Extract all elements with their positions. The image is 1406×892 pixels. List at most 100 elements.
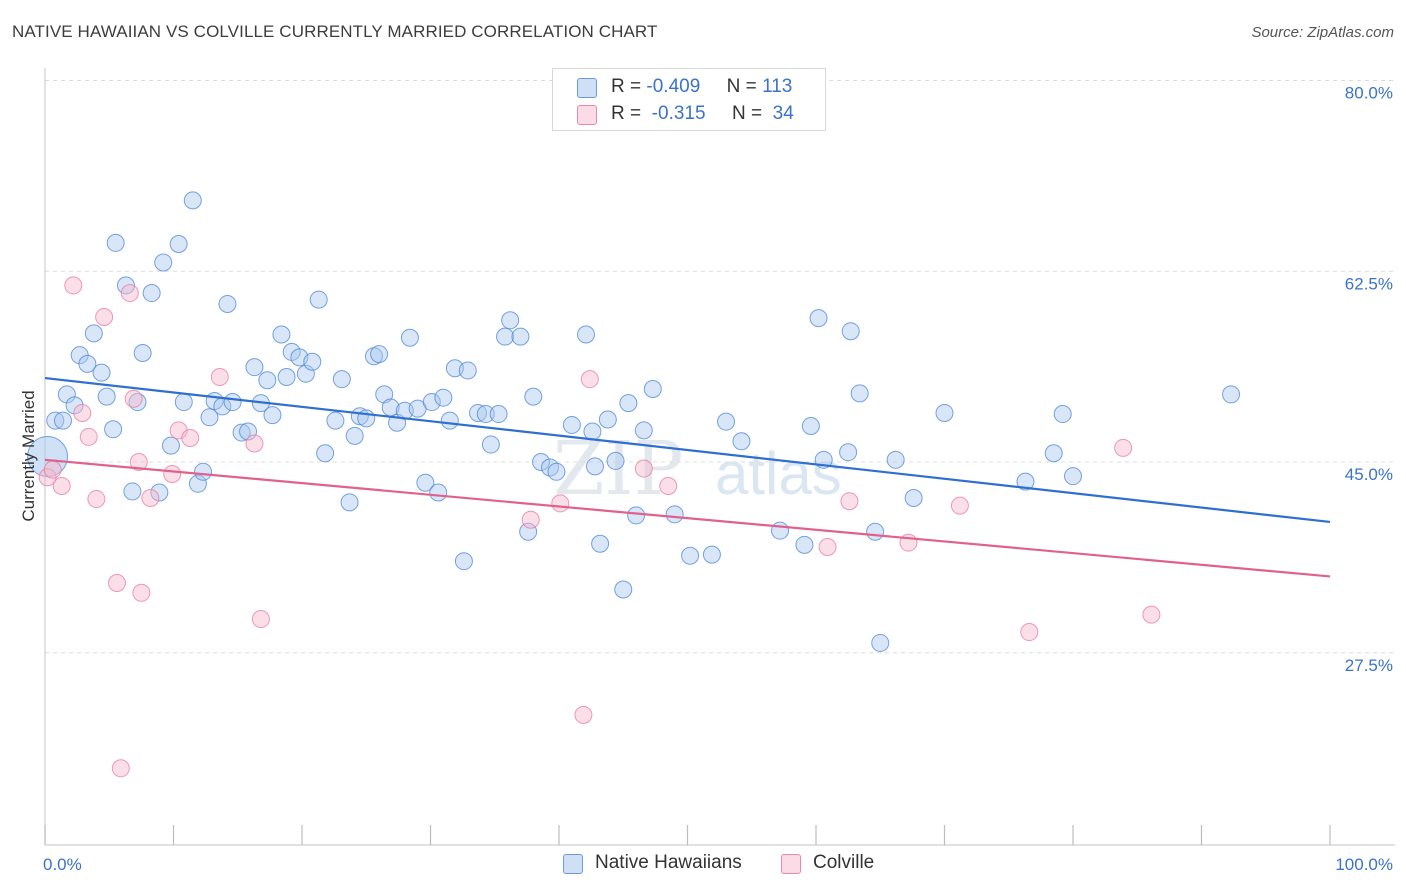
legend-r-label: R = (611, 103, 642, 124)
bottom-legend-swatch-colville (781, 854, 801, 874)
point-colville (132, 583, 151, 602)
point-native-hawaiians (65, 396, 84, 415)
point-native-hawaiians (614, 580, 633, 599)
legend-r-value: -0.315 (651, 103, 706, 124)
point-colville (659, 476, 678, 495)
point-native-hawaiians (326, 411, 345, 430)
point-native-hawaiians (92, 363, 111, 382)
point-native-hawaiians (519, 522, 538, 541)
point-colville (73, 403, 92, 422)
y-tick-label: 62.5% (1345, 274, 1393, 293)
point-native-hawaiians (154, 253, 173, 272)
point-colville (52, 476, 71, 495)
y-axis-label: Currently Married (19, 390, 38, 521)
point-native-hawaiians (309, 290, 328, 309)
point-native-hawaiians (245, 358, 264, 377)
point-native-hawaiians (839, 443, 858, 462)
point-native-hawaiians (801, 417, 820, 436)
point-colville (551, 494, 570, 513)
point-native-hawaiians (142, 284, 161, 303)
point-native-hawaiians (866, 522, 885, 541)
point-native-hawaiians (416, 473, 435, 492)
y-tick-label: 45.0% (1345, 465, 1393, 484)
point-native-hawaiians (440, 411, 459, 430)
point-native-hawaiians (316, 444, 335, 463)
legend-swatch-colville (577, 105, 597, 125)
point-colville (574, 705, 593, 724)
point-native-hawaiians (1044, 444, 1063, 463)
point-native-hawaiians (258, 371, 277, 390)
trend-line-colville (44, 458, 1331, 578)
point-colville (107, 573, 126, 592)
point-native-hawaiians (904, 488, 923, 507)
point-colville (163, 464, 182, 483)
bottom-legend-label: Colville (813, 852, 875, 873)
point-native-hawaiians (886, 450, 905, 469)
point-native-hawaiians (665, 505, 684, 524)
point-native-hawaiians (150, 483, 169, 502)
point-native-hawaiians (634, 421, 653, 440)
point-colville (43, 460, 62, 479)
point-native-hawaiians (370, 345, 389, 364)
point-colville (1142, 605, 1161, 624)
point-native-hawaiians (489, 405, 508, 424)
point-colville (521, 510, 540, 529)
point-native-hawaiians (809, 309, 828, 328)
point-colville (129, 453, 148, 471)
point-native-hawaiians (46, 411, 65, 430)
point-native-hawaiians (562, 415, 581, 434)
chart-title: NATIVE HAWAIIAN VS COLVILLE CURRENTLY MA… (12, 22, 658, 41)
point-native-hawaiians (78, 354, 97, 373)
point-colville (64, 276, 83, 295)
point-native-hawaiians (133, 344, 152, 362)
point-native-hawaiians (218, 294, 237, 313)
point-native-hawaiians (332, 370, 351, 389)
point-native-hawaiians (454, 552, 473, 571)
point-native-hawaiians (429, 483, 448, 502)
point-native-hawaiians (458, 361, 477, 380)
legend-r-label: R = (611, 76, 642, 97)
point-native-hawaiians (345, 426, 364, 445)
y-tick-label: 27.5% (1345, 656, 1393, 675)
point-native-hawaiians (871, 633, 890, 652)
legend-n-label: N = (731, 103, 763, 124)
point-native-hawaiians (303, 352, 322, 371)
point-colville (210, 367, 229, 386)
point-native-hawaiians (469, 403, 488, 422)
trend-line-native-hawaiians (44, 376, 1331, 524)
point-native-hawaiians (104, 420, 123, 439)
x-tick-label: 0.0% (43, 855, 82, 874)
point-native-hawaiians (795, 535, 814, 554)
point-native-hawaiians (850, 384, 869, 403)
point-native-hawaiians (576, 325, 595, 344)
point-colville (87, 490, 106, 509)
point-native-hawaiians (481, 435, 500, 454)
point-native-hawaiians (375, 385, 394, 404)
point-native-hawaiians (434, 388, 453, 407)
point-colville (111, 759, 130, 778)
chart-source: Source: ZipAtlas.com (1251, 24, 1394, 41)
point-native-hawaiians (496, 327, 515, 346)
point-native-hawaiians (194, 462, 213, 481)
point-native-hawaiians (161, 436, 180, 455)
legend-n-value: 34 (772, 103, 794, 124)
point-colville (950, 496, 969, 515)
point-colville (818, 538, 837, 557)
legend-swatch-native-hawaiians (577, 78, 597, 98)
point-colville (634, 459, 653, 478)
point-native-hawaiians (583, 422, 602, 441)
point-native-hawaiians (501, 311, 520, 330)
legend-r-value: -0.409 (646, 76, 701, 97)
point-native-hawaiians (841, 322, 860, 341)
point-native-hawaiians (53, 411, 72, 430)
bottom-legend-label: Native Hawaiians (595, 852, 742, 873)
point-native-hawaiians (681, 546, 700, 565)
data-points (27, 191, 1241, 778)
point-colville (95, 308, 114, 327)
point-native-hawaiians (524, 387, 543, 406)
point-native-hawaiians (585, 457, 604, 476)
point-native-hawaiians (84, 324, 103, 343)
bottom-legend-swatch-native-hawaiians (563, 854, 583, 874)
x-tick-label: 100.0% (1335, 855, 1393, 874)
